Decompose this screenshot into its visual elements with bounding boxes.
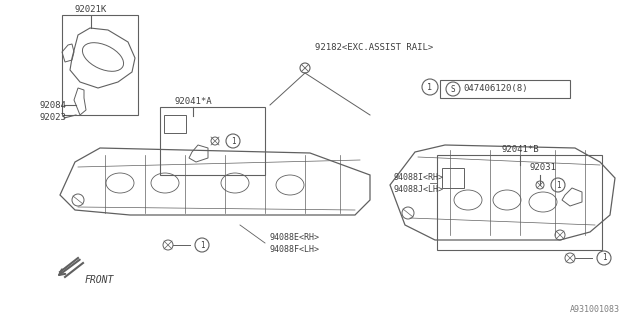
Text: 92084: 92084 xyxy=(40,100,67,109)
Text: 1: 1 xyxy=(428,83,433,92)
Bar xyxy=(442,168,464,188)
Text: 94088F<LH>: 94088F<LH> xyxy=(270,244,320,253)
Text: 1: 1 xyxy=(200,241,204,250)
Text: 92041*B: 92041*B xyxy=(501,146,539,155)
Text: S: S xyxy=(451,84,455,93)
Bar xyxy=(440,80,570,98)
Text: 92182<EXC.ASSIST RAIL>: 92182<EXC.ASSIST RAIL> xyxy=(315,43,433,52)
Text: 94088I<RH>: 94088I<RH> xyxy=(393,173,443,182)
Bar xyxy=(160,107,265,175)
Text: A931001083: A931001083 xyxy=(570,306,620,315)
Bar xyxy=(164,115,186,133)
Text: 92023: 92023 xyxy=(40,114,67,123)
Text: 047406120(8): 047406120(8) xyxy=(463,84,527,93)
Text: FRONT: FRONT xyxy=(85,275,115,285)
Text: 94088E<RH>: 94088E<RH> xyxy=(270,234,320,243)
Bar xyxy=(437,155,602,250)
Text: 92031: 92031 xyxy=(530,164,557,172)
Text: 1: 1 xyxy=(230,137,236,146)
Text: 94088J<LH>: 94088J<LH> xyxy=(393,185,443,194)
Text: 92041*A: 92041*A xyxy=(174,97,212,106)
Bar xyxy=(62,15,138,115)
Text: 1: 1 xyxy=(556,180,560,189)
Text: 1: 1 xyxy=(602,253,606,262)
Text: 92021K: 92021K xyxy=(75,5,107,14)
